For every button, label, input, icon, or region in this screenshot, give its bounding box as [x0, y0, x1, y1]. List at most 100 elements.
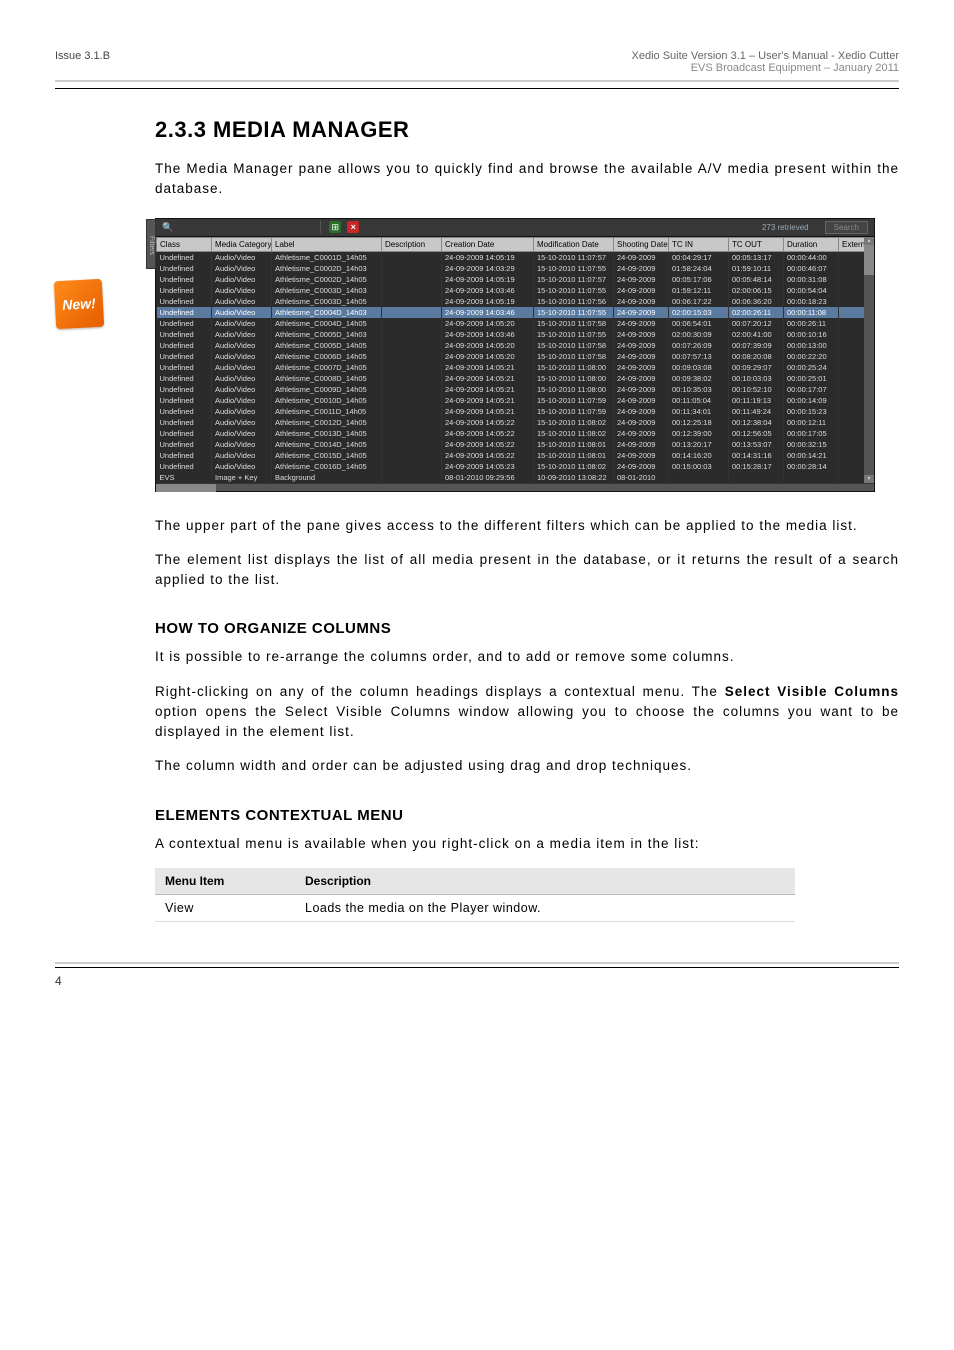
- table-cell: 00:06:54:01: [669, 318, 729, 329]
- table-cell: 00:00:22:20: [784, 351, 839, 362]
- search-button[interactable]: Search: [825, 221, 868, 234]
- table-cell: Undefined: [157, 340, 212, 351]
- column-header[interactable]: Creation Date: [442, 237, 534, 251]
- column-header[interactable]: Shooting Date: [614, 237, 669, 251]
- table-cell: [382, 406, 442, 417]
- table-cell: Athletisme_C0002D_14h05: [272, 274, 382, 285]
- table-cell: Athletisme_C0007D_14h05: [272, 362, 382, 373]
- table-cell: Audio/Video: [212, 428, 272, 439]
- table-cell: 24-09-2009: [614, 395, 669, 406]
- table-cell: 08-01-2010 09:29:56: [442, 472, 534, 483]
- new-badge-label: New!: [62, 295, 96, 313]
- table-cell: 01:59:10:11: [729, 263, 784, 274]
- vscroll-thumb[interactable]: [864, 245, 874, 275]
- column-header[interactable]: Duration: [784, 237, 839, 251]
- column-header[interactable]: Description: [382, 237, 442, 251]
- context-heading: ELEMENTS CONTEXTUAL MENU: [155, 807, 899, 824]
- search-icon[interactable]: 🔍: [162, 221, 174, 233]
- table-cell: Athletisme_C0009D_14h05: [272, 384, 382, 395]
- table-cell: 24-09-2009 14:05:21: [442, 406, 534, 417]
- table-cell: 24-09-2009: [614, 274, 669, 285]
- table-cell: [382, 439, 442, 450]
- table-cell: [382, 263, 442, 274]
- tree-icon[interactable]: ⊞: [329, 221, 341, 233]
- table-cell: 24-09-2009 14:05:23: [442, 461, 534, 472]
- table-cell: 24-09-2009: [614, 417, 669, 428]
- table-cell: 00:06:17:22: [669, 296, 729, 307]
- table-row[interactable]: UndefinedAudio/VideoAthletisme_C0009D_14…: [157, 384, 875, 395]
- table-cell: 00:05:13:17: [729, 251, 784, 263]
- table-row[interactable]: UndefinedAudio/VideoAthletisme_C0001D_14…: [157, 251, 875, 263]
- org2-text-a: Right-clicking on any of the column head…: [155, 684, 725, 699]
- column-header[interactable]: TC OUT: [729, 237, 784, 251]
- table-cell: 15-10-2010 11:07:58: [534, 318, 614, 329]
- table-cell: Background: [272, 472, 382, 483]
- column-header[interactable]: TC IN: [669, 237, 729, 251]
- table-cell: 24-09-2009: [614, 307, 669, 318]
- table-cell: 24-09-2009: [614, 439, 669, 450]
- table-row[interactable]: UndefinedAudio/VideoAthletisme_C0002D_14…: [157, 274, 875, 285]
- table-cell: Undefined: [157, 439, 212, 450]
- table-cell: Audio/Video: [212, 296, 272, 307]
- column-header[interactable]: Media Category: [212, 237, 272, 251]
- table-row[interactable]: UndefinedAudio/VideoAthletisme_C0003D_14…: [157, 296, 875, 307]
- table-cell: 00:14:31:16: [729, 450, 784, 461]
- table-cell: 02:00:26:11: [729, 307, 784, 318]
- table-row[interactable]: UndefinedAudio/VideoAthletisme_C0013D_14…: [157, 428, 875, 439]
- table-cell: 00:14:16:20: [669, 450, 729, 461]
- filters-tab[interactable]: Filters: [146, 219, 156, 269]
- table-cell: [382, 318, 442, 329]
- table-cell: 01:59:12:11: [669, 285, 729, 296]
- table-cell: Undefined: [157, 285, 212, 296]
- table-row[interactable]: UndefinedAudio/VideoAthletisme_C0015D_14…: [157, 450, 875, 461]
- table-row[interactable]: UndefinedAudio/VideoAthletisme_C0010D_14…: [157, 395, 875, 406]
- table-cell: 00:13:53:07: [729, 439, 784, 450]
- table-cell: 24-09-2009 14:05:22: [442, 439, 534, 450]
- def-item: View: [155, 894, 295, 921]
- vscroll-up-icon[interactable]: ▴: [864, 237, 874, 245]
- company-date: EVS Broadcast Equipment – January 2011: [632, 62, 899, 74]
- table-cell: 24-09-2009: [614, 285, 669, 296]
- table-row[interactable]: UndefinedAudio/VideoAthletisme_C0007D_14…: [157, 362, 875, 373]
- table-cell: Audio/Video: [212, 450, 272, 461]
- table-cell: [382, 472, 442, 483]
- table-row[interactable]: UndefinedAudio/VideoAthletisme_C0002D_14…: [157, 263, 875, 274]
- table-row[interactable]: EVSImage + KeyBackground08-01-2010 09:29…: [157, 472, 875, 483]
- table-cell: 24-09-2009 14:05:19: [442, 251, 534, 263]
- table-cell: Audio/Video: [212, 263, 272, 274]
- column-header[interactable]: Label: [272, 237, 382, 251]
- table-cell: 00:15:00:03: [669, 461, 729, 472]
- table-row[interactable]: UndefinedAudio/VideoAthletisme_C0008D_14…: [157, 373, 875, 384]
- header-rule-dark: [55, 88, 899, 89]
- table-cell: Audio/Video: [212, 461, 272, 472]
- table-cell: 00:12:25:18: [669, 417, 729, 428]
- table-cell: Undefined: [157, 406, 212, 417]
- table-row[interactable]: UndefinedAudio/VideoAthletisme_C0011D_14…: [157, 406, 875, 417]
- vscroll-down-icon[interactable]: ▾: [864, 475, 874, 483]
- table-cell: [382, 329, 442, 340]
- table-cell: 24-09-2009 14:05:20: [442, 351, 534, 362]
- column-header[interactable]: Modification Date: [534, 237, 614, 251]
- table-row[interactable]: UndefinedAudio/VideoAthletisme_C0005D_14…: [157, 340, 875, 351]
- table-row[interactable]: UndefinedAudio/VideoAthletisme_C0005D_14…: [157, 329, 875, 340]
- table-cell: 15-10-2010 11:07:55: [534, 329, 614, 340]
- column-header[interactable]: Class: [157, 237, 212, 251]
- table-cell: 00:00:28:14: [784, 461, 839, 472]
- table-cell: 00:07:57:13: [669, 351, 729, 362]
- hscroll-thumb[interactable]: [156, 484, 216, 492]
- vertical-scrollbar[interactable]: ▴ ▾: [864, 237, 874, 483]
- table-row[interactable]: UndefinedAudio/VideoAthletisme_C0014D_14…: [157, 439, 875, 450]
- table-row[interactable]: UndefinedAudio/VideoAthletisme_C0016D_14…: [157, 461, 875, 472]
- table-cell: 00:00:18:23: [784, 296, 839, 307]
- table-header-row[interactable]: ClassMedia CategoryLabelDescriptionCreat…: [157, 237, 875, 251]
- horizontal-scrollbar[interactable]: [156, 483, 874, 491]
- clear-icon[interactable]: ×: [347, 221, 359, 233]
- table-row[interactable]: UndefinedAudio/VideoAthletisme_C0006D_14…: [157, 351, 875, 362]
- table-row[interactable]: UndefinedAudio/VideoAthletisme_C0004D_14…: [157, 307, 875, 318]
- table-row[interactable]: UndefinedAudio/VideoAthletisme_C0012D_14…: [157, 417, 875, 428]
- table-cell: 00:11:49:24: [729, 406, 784, 417]
- table-row[interactable]: UndefinedAudio/VideoAthletisme_C0003D_14…: [157, 285, 875, 296]
- table-row[interactable]: UndefinedAudio/VideoAthletisme_C0004D_14…: [157, 318, 875, 329]
- new-badge: New!: [54, 279, 104, 329]
- org-paragraph-1: It is possible to re-arrange the columns…: [55, 647, 899, 667]
